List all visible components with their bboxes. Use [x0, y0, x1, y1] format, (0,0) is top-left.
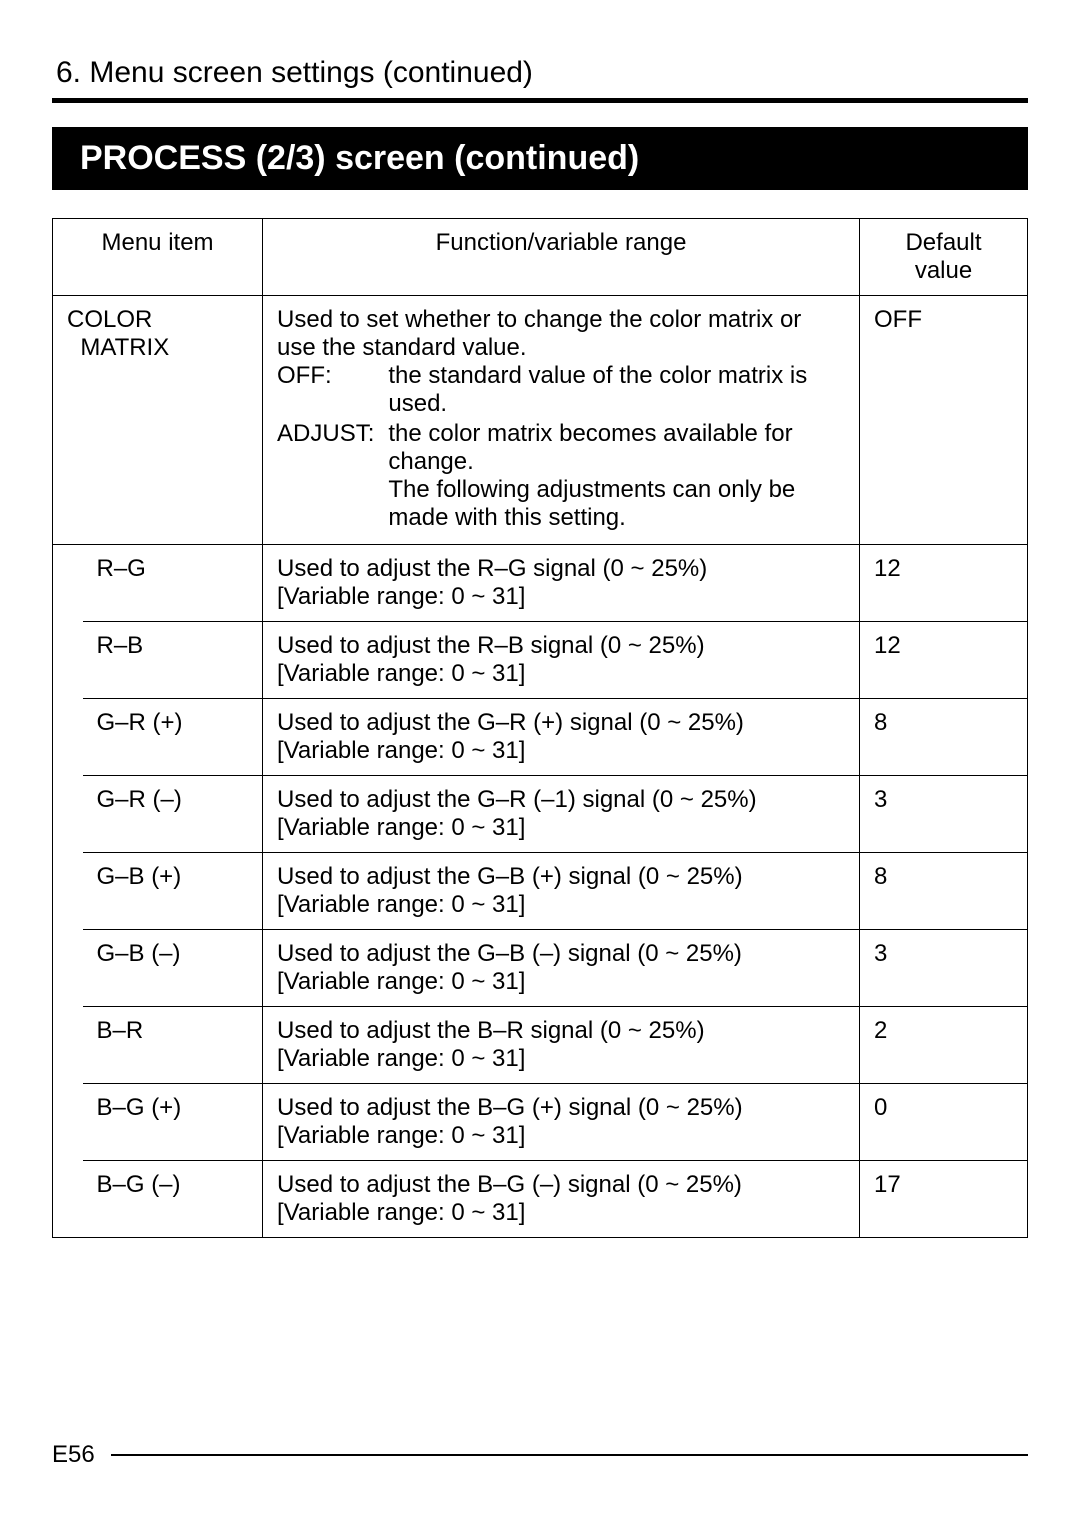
func-line: [Variable range: 0 ~ 31]: [277, 737, 525, 764]
func-line: Used to adjust the G–B (+) signal (0 ~ 2…: [277, 863, 743, 890]
func-text: Used to adjust the G–B (+) signal (0 ~ 2…: [263, 853, 860, 930]
func-text: the color matrix becomes available for c…: [388, 420, 792, 475]
func-line: [Variable range: 0 ~ 31]: [277, 891, 525, 918]
func-line: Used to adjust the B–G (–) signal (0 ~ 2…: [277, 1171, 742, 1198]
func-text: Used to adjust the G–R (–1) signal (0 ~ …: [263, 776, 860, 853]
func-line: [Variable range: 0 ~ 31]: [277, 814, 525, 841]
func-line: [Variable range: 0 ~ 31]: [277, 968, 525, 995]
table-row: G–B (–) Used to adjust the G–B (–) signa…: [53, 930, 1028, 1007]
item-label: R–G: [83, 545, 263, 622]
table-row: G–R (–) Used to adjust the G–R (–1) sign…: [53, 776, 1028, 853]
func-val-off: the standard value of the color matrix i…: [388, 362, 845, 420]
func-text: Used to adjust the G–B (–) signal (0 ~ 2…: [263, 930, 860, 1007]
item-label: G–R (+): [83, 699, 263, 776]
default-value: 2: [860, 1007, 1028, 1084]
func-line: Used to adjust the G–B (–) signal (0 ~ 2…: [277, 940, 742, 967]
table-row: B–G (–) Used to adjust the B–G (–) signa…: [53, 1161, 1028, 1238]
func-text: Used to adjust the B–R signal (0 ~ 25%)[…: [263, 1007, 860, 1084]
table-row: G–B (+) Used to adjust the G–B (+) signa…: [53, 853, 1028, 930]
table-row: G–R (+) Used to adjust the G–R (+) signa…: [53, 699, 1028, 776]
col-menu-item: Menu item: [53, 219, 263, 296]
func-line: [Variable range: 0 ~ 31]: [277, 1045, 525, 1072]
divider: [52, 98, 1028, 103]
table-row: B–R Used to adjust the B–R signal (0 ~ 2…: [53, 1007, 1028, 1084]
default-value: 0: [860, 1084, 1028, 1161]
func-line: Used to adjust the G–R (–1) signal (0 ~ …: [277, 786, 757, 813]
default-value: 12: [860, 545, 1028, 622]
table-header-row: Menu item Function/variable range Defaul…: [53, 219, 1028, 296]
func-line: Used to adjust the R–B signal (0 ~ 25%): [277, 632, 705, 659]
func-color-matrix: Used to set whether to change the color …: [263, 296, 860, 545]
page-footer: E56: [52, 1441, 1028, 1469]
item-label: B–G (+): [83, 1084, 263, 1161]
col-function: Function/variable range: [263, 219, 860, 296]
func-text: Used to adjust the B–G (–) signal (0 ~ 2…: [263, 1161, 860, 1238]
func-text: Used to adjust the G–R (+) signal (0 ~ 2…: [263, 699, 860, 776]
item-color-matrix: COLOR MATRIX: [53, 296, 263, 545]
func-line: Used to adjust the G–R (+) signal (0 ~ 2…: [277, 709, 744, 736]
table-row: R–B Used to adjust the R–B signal (0 ~ 2…: [53, 622, 1028, 699]
func-line: [Variable range: 0 ~ 31]: [277, 660, 525, 687]
item-label: G–B (–): [83, 930, 263, 1007]
indent-spacer: [53, 545, 83, 1238]
item-label: R–B: [83, 622, 263, 699]
func-line: Used to adjust the B–G (+) signal (0 ~ 2…: [277, 1094, 743, 1121]
func-text: Used to adjust the R–B signal (0 ~ 25%)[…: [263, 622, 860, 699]
default-value: 8: [860, 699, 1028, 776]
func-text: The following adjustments can only be ma…: [388, 476, 795, 531]
func-line: Used to adjust the R–G signal (0 ~ 25%): [277, 555, 707, 582]
func-line: Used to adjust the B–R signal (0 ~ 25%): [277, 1017, 705, 1044]
table-row: B–G (+) Used to adjust the B–G (+) signa…: [53, 1084, 1028, 1161]
item-label: MATRIX: [80, 334, 169, 361]
func-key-off: OFF:: [277, 362, 388, 420]
default-value: 8: [860, 853, 1028, 930]
page-number: E56: [52, 1441, 95, 1469]
default-value: 3: [860, 930, 1028, 1007]
func-val-adjust: the color matrix becomes available for c…: [388, 420, 845, 534]
func-text: Used to adjust the B–G (+) signal (0 ~ 2…: [263, 1084, 860, 1161]
item-label: COLOR: [67, 306, 152, 333]
col-default: Default value: [860, 219, 1028, 296]
item-label: B–R: [83, 1007, 263, 1084]
func-line: [Variable range: 0 ~ 31]: [277, 583, 525, 610]
screen-banner: PROCESS (2/3) screen (continued): [52, 127, 1028, 190]
func-text: Used to set whether to change the color …: [277, 306, 845, 362]
func-key-adjust: ADJUST:: [277, 420, 388, 534]
default-value: 17: [860, 1161, 1028, 1238]
row-color-matrix: COLOR MATRIX Used to set whether to chan…: [53, 296, 1028, 545]
default-value: 12: [860, 622, 1028, 699]
func-line: [Variable range: 0 ~ 31]: [277, 1122, 525, 1149]
def-color-matrix: OFF: [860, 296, 1028, 545]
item-label: G–R (–): [83, 776, 263, 853]
func-text: Used to adjust the R–G signal (0 ~ 25%)[…: [263, 545, 860, 622]
item-label: G–B (+): [83, 853, 263, 930]
section-title: 6. Menu screen settings (continued): [56, 56, 1028, 90]
func-line: [Variable range: 0 ~ 31]: [277, 1199, 525, 1226]
settings-table: Menu item Function/variable range Defaul…: [52, 218, 1028, 1238]
footer-rule: [111, 1454, 1028, 1456]
default-value: 3: [860, 776, 1028, 853]
item-label: B–G (–): [83, 1161, 263, 1238]
table-row: R–G Used to adjust the R–G signal (0 ~ 2…: [53, 545, 1028, 622]
